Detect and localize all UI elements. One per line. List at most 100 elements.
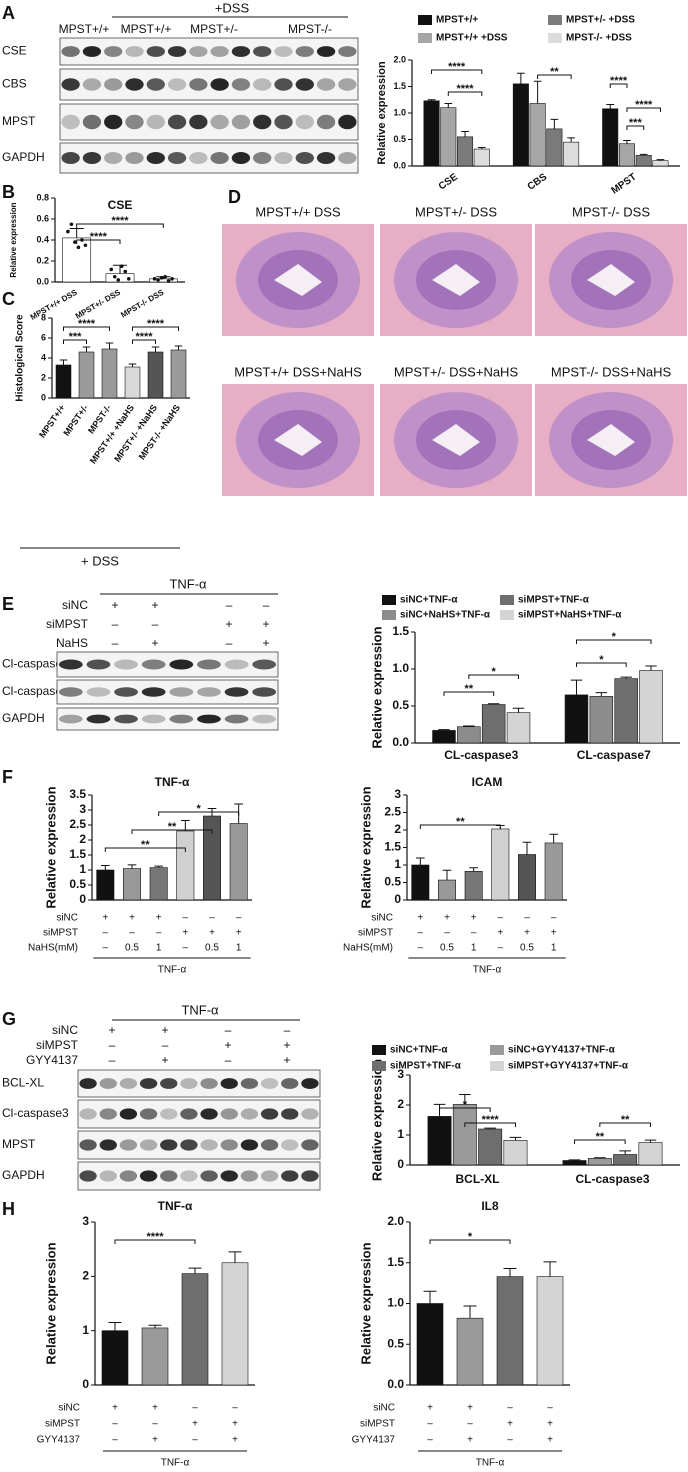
treatment-cell: –	[112, 636, 119, 650]
lumen	[587, 264, 635, 296]
error-bar	[620, 676, 632, 679]
bar	[55, 364, 72, 399]
blot-band	[160, 1108, 178, 1120]
blot-band	[169, 687, 194, 697]
y-tick-label: 1	[79, 862, 86, 876]
significance-bracket	[158, 811, 240, 816]
blot-band	[281, 1170, 299, 1182]
condition-cell: –	[236, 913, 242, 924]
condition-cell: –	[418, 943, 424, 954]
treatment-cell: +	[224, 1038, 231, 1052]
condition-cell: +	[112, 1403, 118, 1414]
data-point	[166, 279, 171, 283]
legend-swatch	[548, 15, 562, 25]
blot-band	[252, 659, 277, 670]
blot-band	[189, 78, 208, 91]
band-label: Cl-caspase3	[2, 1106, 69, 1120]
significance-label: **	[168, 821, 177, 833]
data-point	[170, 277, 174, 281]
panel-letter: F	[2, 767, 13, 787]
blot-band	[189, 114, 208, 130]
y-tick-label: 6	[41, 332, 46, 342]
panel-letter: H	[2, 1199, 15, 1219]
condition-cell: –	[547, 1403, 553, 1414]
condition-footer: TNF-α	[158, 965, 187, 976]
bar	[123, 868, 141, 901]
blot-band	[200, 1139, 218, 1151]
significance-label: ****	[635, 99, 653, 111]
data-point	[123, 269, 128, 274]
blot-band	[146, 46, 165, 57]
condition-label: siNC	[56, 913, 78, 924]
blot-band	[200, 1078, 218, 1089]
error-bar	[127, 864, 137, 869]
bar	[78, 351, 95, 399]
bar	[440, 107, 457, 167]
blot-box	[77, 1161, 321, 1191]
error-bar	[639, 153, 648, 156]
error-bar	[463, 725, 475, 727]
blot-box	[56, 707, 279, 731]
condition-cell: +	[182, 928, 188, 939]
y-tick-label: 3.5	[69, 787, 86, 801]
blot-band	[281, 1108, 299, 1120]
blot-band	[82, 114, 102, 130]
y-tick-label: 1.0	[387, 1296, 404, 1310]
significance-label: ***	[629, 117, 643, 129]
y-tick-label: 3	[82, 1214, 89, 1228]
blot-band	[180, 1078, 198, 1089]
blot-band	[167, 46, 187, 57]
error-bar	[105, 342, 114, 349]
blot-band	[160, 1139, 178, 1151]
significance-label: ****	[147, 318, 165, 330]
y-tick-label: 2.5	[69, 817, 86, 831]
error-bar	[442, 869, 452, 881]
error-bar	[174, 345, 183, 350]
y-tick-label: 0.2	[36, 255, 49, 265]
condition-cell: 0.5	[205, 943, 219, 954]
data-point	[119, 264, 124, 269]
blot-band	[210, 46, 229, 57]
blot-band	[220, 1170, 238, 1182]
blot-band	[210, 114, 229, 130]
significance-label: ****	[146, 1231, 164, 1243]
blot-band	[139, 1170, 158, 1182]
y-tick-label: 1.5	[393, 81, 406, 91]
error-bar	[416, 857, 425, 865]
legend-label: siMPST+NaHS+TNF-α	[518, 610, 622, 621]
significance-bracket	[131, 829, 213, 834]
error-bar	[82, 346, 91, 352]
bar	[589, 696, 614, 744]
significance-label: ****	[78, 318, 96, 330]
data-point	[116, 278, 121, 282]
blot-band	[274, 46, 293, 57]
significance-bracket	[431, 69, 483, 74]
blot-box	[77, 1130, 321, 1160]
blot-band	[104, 78, 123, 91]
significance-bracket	[537, 74, 572, 79]
condition-cell: –	[551, 913, 557, 924]
x-tick-label: MPST-/- DSS	[119, 287, 166, 319]
blot-band	[231, 46, 251, 57]
treatment-cell: –	[112, 617, 119, 631]
significance-bracket	[114, 1239, 196, 1244]
treatment-cell: +	[225, 617, 232, 631]
x-tick-label: BCL-XL	[456, 1172, 500, 1186]
blot-band	[231, 78, 251, 91]
y-axis-label: Relative expression	[43, 1242, 58, 1364]
blot-band	[220, 1108, 238, 1120]
error-bar	[148, 1324, 162, 1328]
y-tick-label: 1.0	[393, 107, 406, 117]
error-bar	[469, 867, 478, 872]
significance-label: ****	[135, 331, 153, 343]
condition-cell: –	[209, 913, 215, 924]
blot-band	[316, 152, 336, 164]
bar	[416, 1303, 444, 1386]
blot-band	[125, 78, 144, 91]
treatment-label: siNC	[62, 598, 88, 612]
significance-label: **	[465, 683, 474, 695]
bar	[639, 670, 663, 744]
blot-band	[200, 1170, 218, 1182]
legend-label: siMPST+TNF-α	[518, 595, 590, 606]
error-bar	[128, 363, 137, 367]
